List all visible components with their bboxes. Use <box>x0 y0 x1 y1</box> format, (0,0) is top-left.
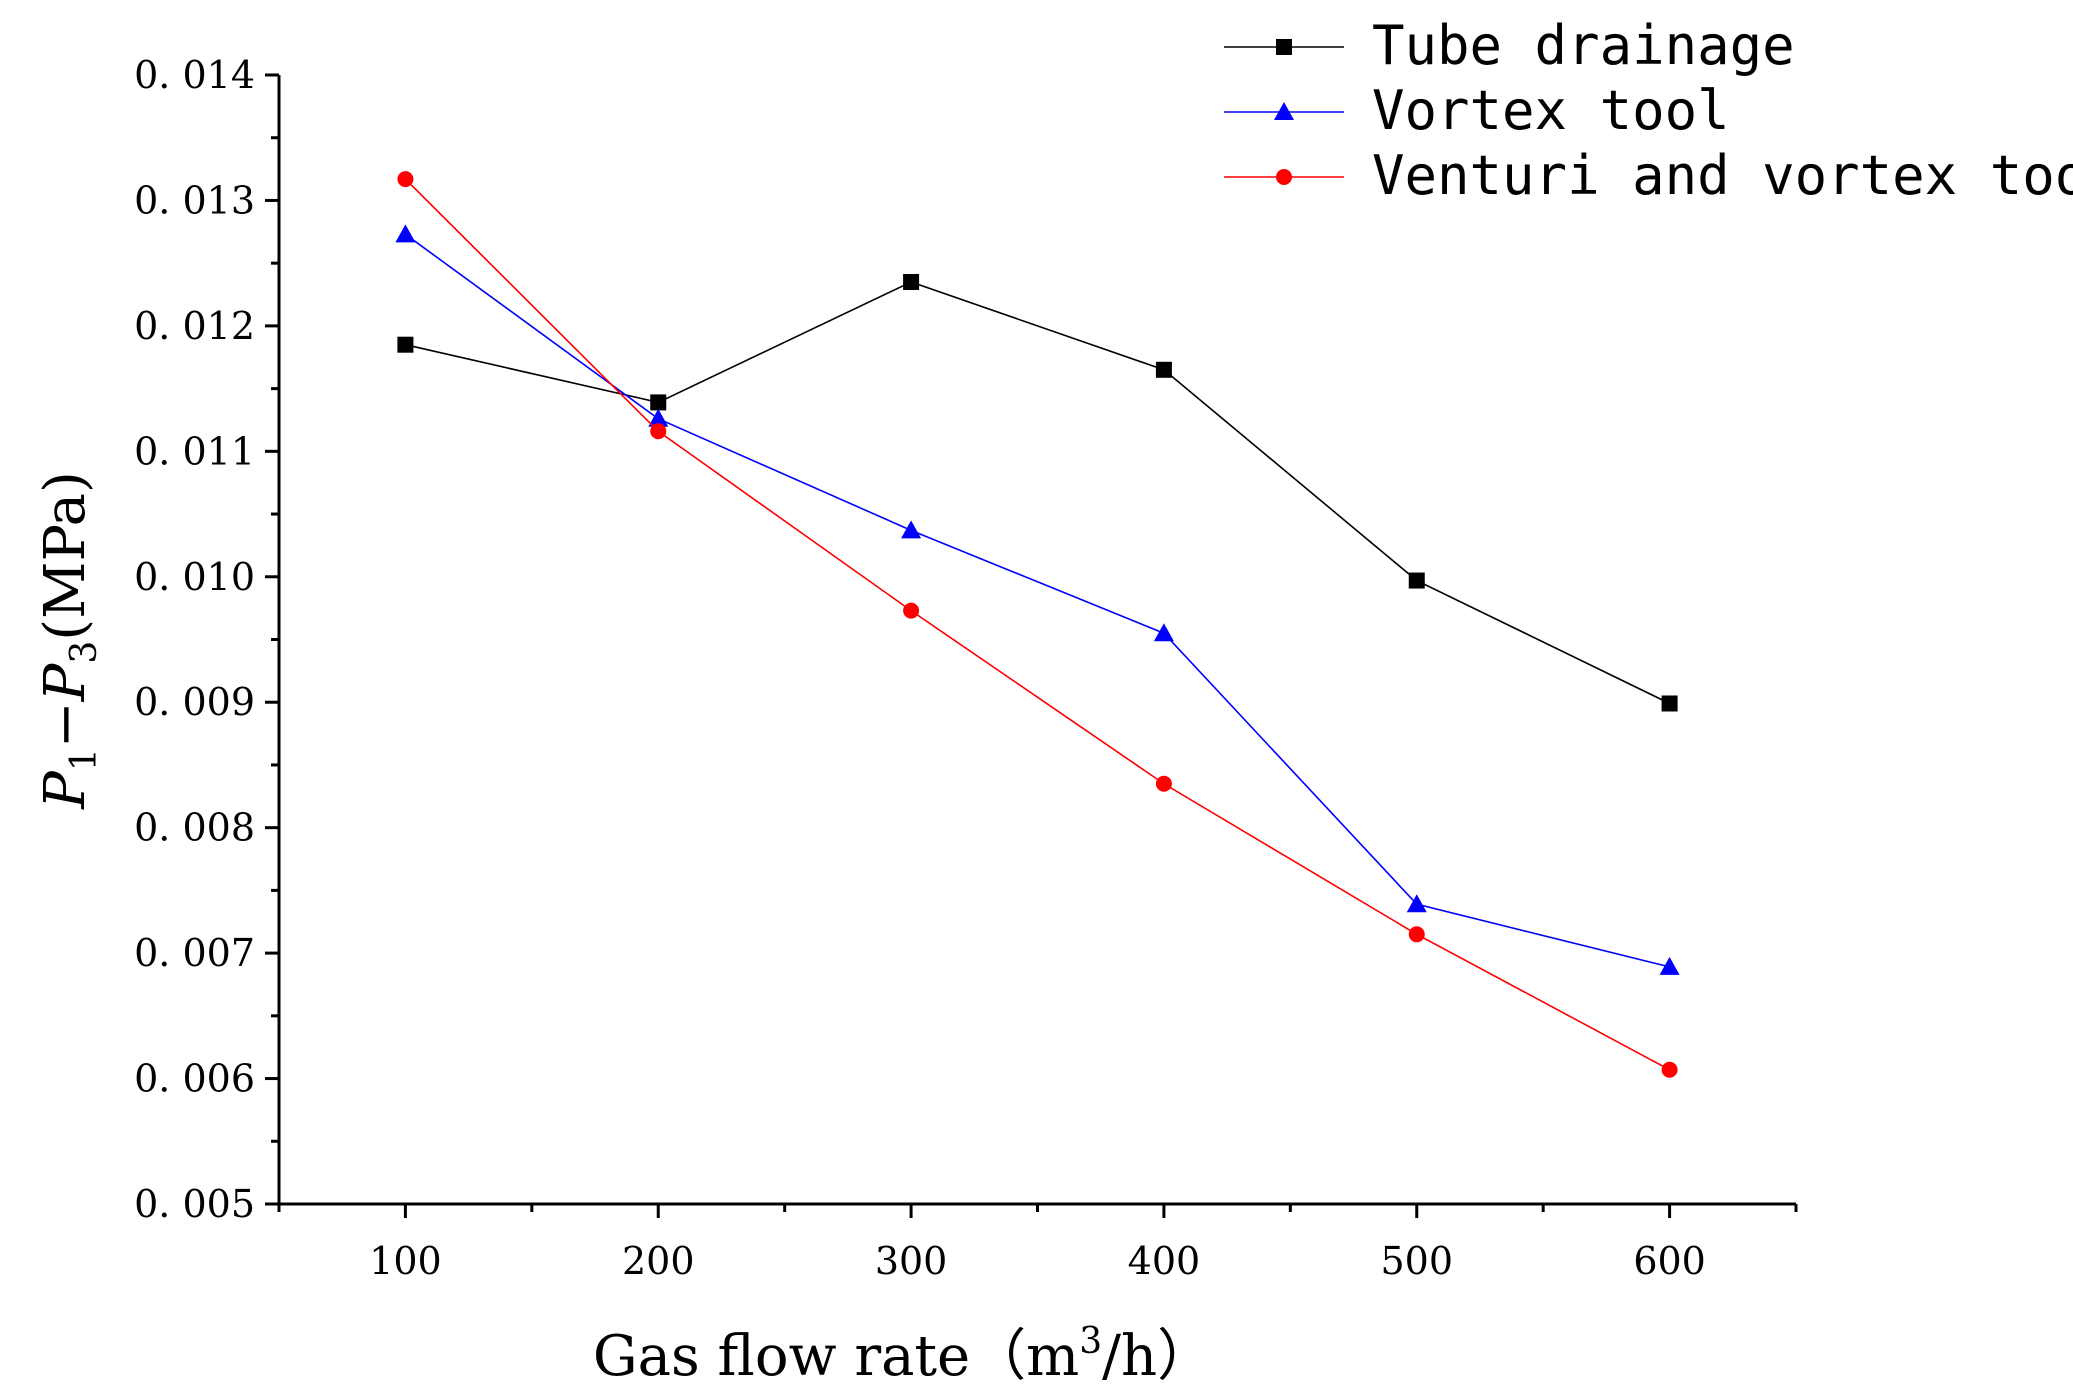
data-point <box>1659 956 1680 975</box>
series-square <box>397 273 1678 712</box>
legend-label: Vortex tool <box>1372 79 1730 142</box>
x-tick-label: 300 <box>875 1239 948 1283</box>
series-triangle <box>395 224 1680 975</box>
legend-marker <box>1274 102 1294 120</box>
y-tick-label: 0. 011 <box>134 429 255 473</box>
chart-axes: 0. 005 0. 006 0. 007 0. 008 0. 009 0. 010 0. 0… <box>134 53 1798 1283</box>
legend-label: Tube drainage <box>1372 14 1795 77</box>
y-axis-title: P1−P3(MPa) <box>33 471 105 810</box>
data-point <box>903 602 920 619</box>
series-line <box>405 281 1670 705</box>
legend-item: Venturi and vortex tool <box>1224 144 2073 207</box>
legend-marker <box>1276 169 1292 185</box>
y-tick-label: 0. 006 <box>134 1057 255 1101</box>
data-point <box>395 224 416 243</box>
x-tick-label: 400 <box>1128 1239 1201 1283</box>
series-circle <box>397 171 1678 1078</box>
data-point <box>1155 361 1172 378</box>
data-point <box>1661 1061 1678 1078</box>
data-point <box>397 171 414 188</box>
y-tick-label: 0. 008 <box>134 806 255 850</box>
series-line <box>404 178 1670 1071</box>
x-tick-label: 200 <box>622 1239 695 1283</box>
data-point <box>650 394 667 411</box>
legend-label: Venturi and vortex tool <box>1372 144 2073 207</box>
x-tick-label: 500 <box>1380 1239 1453 1283</box>
data-point <box>901 520 922 539</box>
y-tick-label: 0. 014 <box>134 53 255 97</box>
x-tick-label: 100 <box>369 1239 442 1283</box>
data-point <box>648 408 669 427</box>
y-tick-label: 0. 005 <box>134 1182 255 1226</box>
y-tick-label: 0. 012 <box>134 304 255 348</box>
chart-series <box>395 171 1680 1078</box>
y-tick-label: 0. 009 <box>134 680 255 724</box>
series-line <box>404 233 1670 968</box>
x-tick-label: 600 <box>1633 1239 1706 1283</box>
x-axis-title: Gas flow rate（m3/h） <box>593 1321 1213 1389</box>
legend-item: Tube drainage <box>1224 14 1795 77</box>
data-point <box>903 273 920 290</box>
data-point <box>650 423 667 440</box>
y-tick-label: 0. 007 <box>134 931 255 975</box>
data-point <box>1406 894 1427 913</box>
y-tick-label: 0. 013 <box>134 178 255 222</box>
data-point <box>1155 775 1172 792</box>
data-point <box>1661 695 1678 712</box>
data-point <box>1408 926 1425 943</box>
legend-item: Vortex tool <box>1224 79 1730 142</box>
legend-marker <box>1276 39 1292 55</box>
data-point <box>1408 572 1425 589</box>
data-point <box>397 336 414 353</box>
data-point <box>1153 623 1174 642</box>
y-tick-label: 0. 010 <box>134 555 255 599</box>
